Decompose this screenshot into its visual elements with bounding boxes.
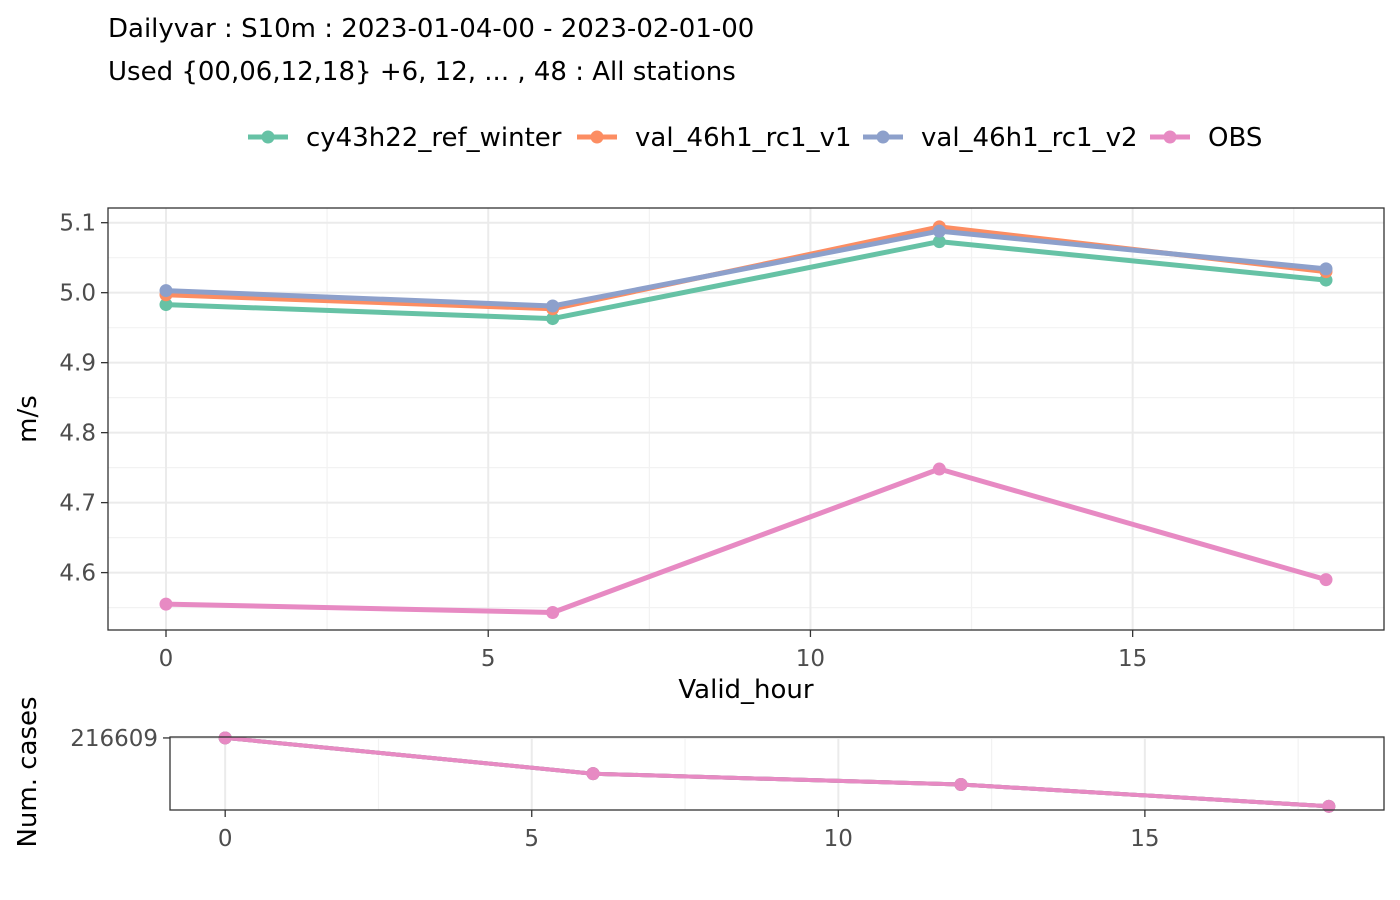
x-axis-title: Valid_hour xyxy=(678,675,814,705)
series-line-0 xyxy=(165,239,1327,322)
panel-border xyxy=(169,736,1385,811)
x-tick-label: 5 xyxy=(524,826,539,852)
legend-key-point xyxy=(1163,130,1177,144)
series-line-3 xyxy=(165,466,1327,615)
y-tick-label: 4.8 xyxy=(59,421,96,447)
legend-key-point xyxy=(876,130,890,144)
legend-label: OBS xyxy=(1208,123,1262,153)
panel-border xyxy=(107,207,1385,631)
y-tick-label: 5.1 xyxy=(59,211,96,237)
legend: cy43h22_ref_winter val_46h1_rc1_v1 val_46h… xyxy=(248,123,1262,153)
series-line-3 xyxy=(225,735,1329,809)
x-tick-label: 10 xyxy=(824,826,853,852)
x-tick-label: 0 xyxy=(159,646,174,672)
x-tick-label: 15 xyxy=(1130,826,1159,852)
legend-key-point xyxy=(590,130,604,144)
chart-title: Dailyvar : S10m : 2023-01-04-00 - 2023-0… xyxy=(108,14,755,44)
legend-label: val_46h1_rc1_v2 xyxy=(921,123,1138,153)
y-axis-title: m/s xyxy=(13,395,43,443)
data-point xyxy=(1322,799,1336,813)
data-point xyxy=(1319,573,1333,587)
y-tick-label: 5.0 xyxy=(59,281,96,307)
chart-subtitle: Used {00,06,12,18} +6, 12, ... , 48 : Al… xyxy=(108,57,736,87)
num-cases-panel: 0 5 10 15 216609 Num. cases xyxy=(13,696,1385,852)
x-tick-label: 0 xyxy=(218,826,233,852)
x-tick-label: 5 xyxy=(481,646,496,672)
data-point xyxy=(586,767,600,781)
y-tick-label: 4.9 xyxy=(59,351,96,377)
legend-item: val_46h1_rc1_v1 xyxy=(577,123,852,153)
x-tick-label: 10 xyxy=(796,646,825,672)
data-point xyxy=(218,731,232,745)
data-point xyxy=(159,597,173,611)
legend-item: OBS xyxy=(1150,123,1262,153)
data-point xyxy=(932,224,946,238)
legend-key-point xyxy=(261,130,275,144)
main-plot-panel: 0 5 10 15 4.6 4.7 4.8 4.9 5.0 5.1 Valid_hour m/s xyxy=(13,207,1385,705)
legend-item: cy43h22_ref_winter xyxy=(248,123,562,153)
legend-label: cy43h22_ref_winter xyxy=(306,123,562,153)
data-point xyxy=(159,298,173,312)
data-point xyxy=(159,284,173,298)
y-tick-label: 216609 xyxy=(70,726,158,752)
legend-item: val_46h1_rc1_v2 xyxy=(863,123,1138,153)
plot-background xyxy=(108,208,1384,630)
y-axis-title: Num. cases xyxy=(13,696,43,847)
x-tick-label: 15 xyxy=(1118,646,1147,672)
chart-title-block: Dailyvar : S10m : 2023-01-04-00 - 2023-0… xyxy=(108,8,754,94)
y-tick-label: 4.6 xyxy=(59,561,96,587)
data-point xyxy=(1319,262,1333,276)
data-point xyxy=(932,462,946,476)
data-point xyxy=(954,777,968,791)
data-point xyxy=(932,235,946,249)
legend-label: val_46h1_rc1_v1 xyxy=(635,123,852,153)
y-tick-label: 4.7 xyxy=(59,491,96,517)
data-point xyxy=(546,606,560,620)
data-point xyxy=(546,299,560,313)
series-line-2 xyxy=(165,228,1327,309)
data-point xyxy=(546,312,560,326)
